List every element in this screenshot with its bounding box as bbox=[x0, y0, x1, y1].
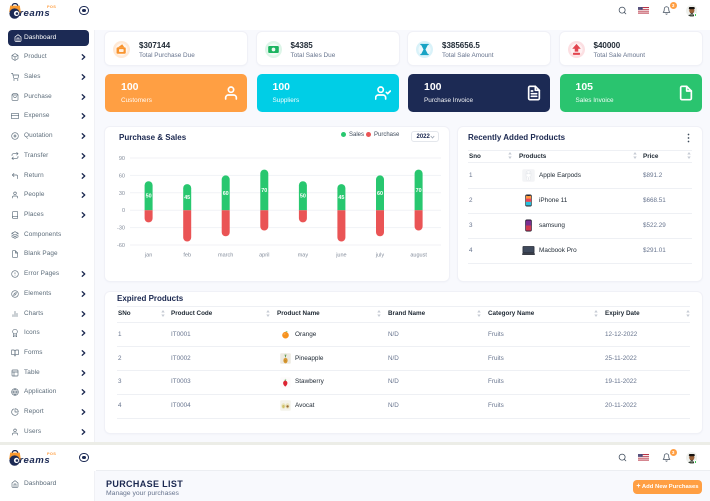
svg-text:reams: reams bbox=[19, 455, 50, 466]
svg-text:-30: -30 bbox=[117, 226, 125, 232]
svg-text:60: 60 bbox=[119, 173, 125, 179]
svg-text:-60: -60 bbox=[117, 243, 125, 249]
svg-text:reams: reams bbox=[19, 8, 50, 19]
svg-text:90: 90 bbox=[119, 156, 125, 162]
svg-text:jan: jan bbox=[144, 253, 152, 259]
svg-text:50: 50 bbox=[300, 194, 306, 200]
svg-text:august: august bbox=[410, 253, 427, 259]
svg-text:march: march bbox=[218, 253, 233, 259]
svg-text:POS: POS bbox=[47, 4, 56, 9]
svg-text:feb: feb bbox=[183, 253, 191, 259]
svg-text:70: 70 bbox=[261, 188, 267, 194]
svg-text:june: june bbox=[335, 253, 346, 259]
svg-text:60: 60 bbox=[223, 191, 229, 197]
svg-text:45: 45 bbox=[184, 195, 190, 201]
svg-text:70: 70 bbox=[416, 188, 422, 194]
svg-text:50: 50 bbox=[146, 194, 152, 200]
svg-text:POS: POS bbox=[47, 451, 56, 456]
svg-text:60: 60 bbox=[377, 191, 383, 197]
svg-text:may: may bbox=[298, 253, 309, 259]
svg-text:april: april bbox=[259, 253, 269, 259]
svg-text:july: july bbox=[375, 253, 385, 259]
svg-text:0: 0 bbox=[122, 208, 125, 214]
svg-text:30: 30 bbox=[119, 191, 125, 197]
svg-text:45: 45 bbox=[338, 195, 344, 201]
